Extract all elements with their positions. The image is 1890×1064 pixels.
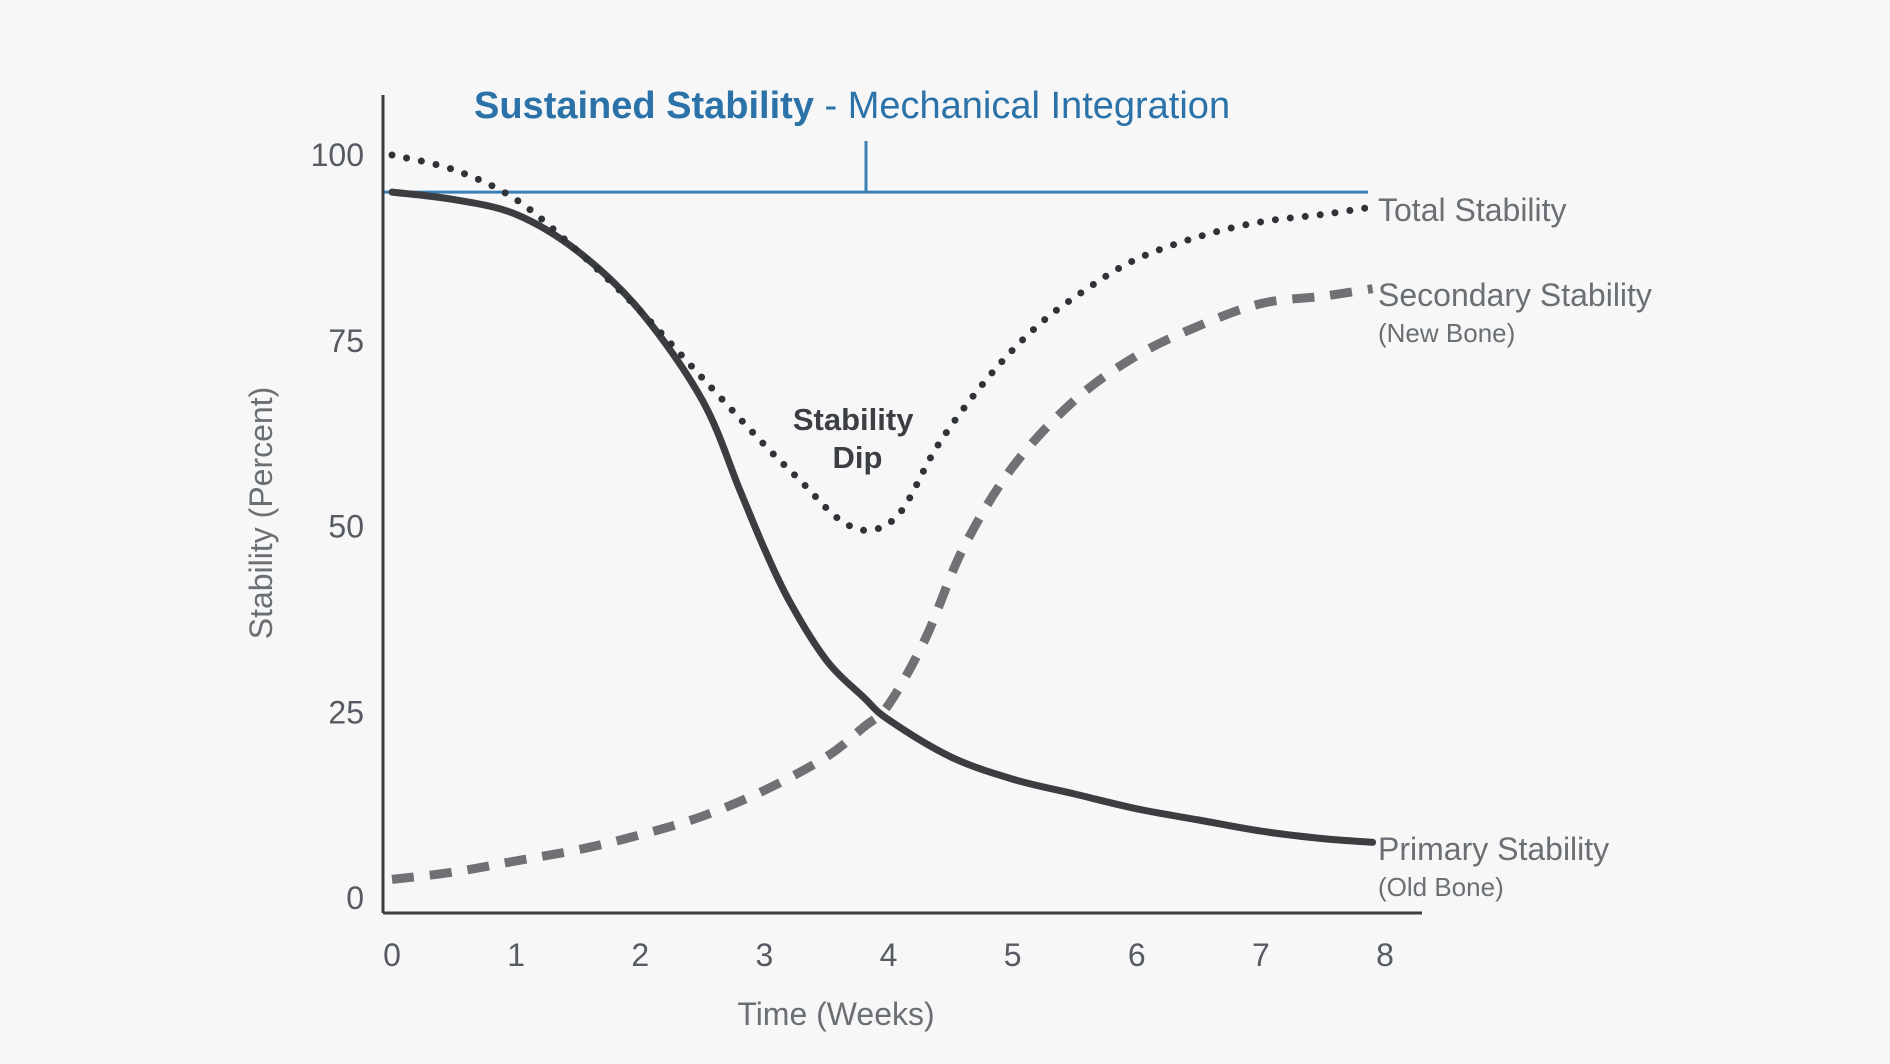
- annotation-line-1: Stability: [793, 402, 914, 437]
- annotation-stability-dip: Stability Dip: [793, 402, 922, 475]
- x-tick-label-0: 0: [383, 937, 401, 973]
- y-tick-labels: 0 25 50 75 100: [311, 137, 364, 916]
- y-tick-label-75: 75: [328, 323, 364, 359]
- series-label-primary-stability: Primary Stability: [1378, 831, 1609, 867]
- x-tick-label-5: 5: [1004, 937, 1022, 973]
- chart-title-rest: - Mechanical Integration: [814, 85, 1230, 127]
- series-sublabel-old-bone: (Old Bone): [1378, 872, 1504, 902]
- series-line-total-stability: [388, 151, 1377, 534]
- x-tick-label-7: 7: [1252, 937, 1270, 973]
- x-tick-label-8: 8: [1376, 937, 1394, 973]
- y-tick-label-50: 50: [328, 509, 364, 545]
- x-tick-label-2: 2: [631, 937, 649, 973]
- chart-title-bold: Sustained Stability: [474, 85, 814, 127]
- x-tick-label-6: 6: [1128, 937, 1146, 973]
- y-axis-title: Stability (Percent): [243, 387, 279, 640]
- x-tick-label-4: 4: [880, 937, 898, 973]
- x-tick-label-1: 1: [507, 937, 525, 973]
- series-sublabel-new-bone: (New Bone): [1378, 318, 1515, 348]
- series-label-secondary-stability: Secondary Stability: [1378, 277, 1652, 313]
- x-tick-labels: 0 1 2 3 4 5 6 7 8: [383, 937, 1394, 973]
- annotation-line-2: Dip: [833, 440, 883, 475]
- chart-title: Sustained Stability - Mechanical Integra…: [474, 85, 1230, 127]
- x-axis-title: Time (Weeks): [737, 996, 934, 1032]
- series-line-secondary-stability: [391, 284, 1374, 884]
- x-tick-label-3: 3: [755, 937, 773, 973]
- series-line-primary-stability: [388, 188, 1377, 846]
- y-tick-label-25: 25: [328, 694, 364, 730]
- y-tick-label-0: 0: [346, 880, 364, 916]
- series-label-total-stability: Total Stability: [1378, 192, 1567, 228]
- y-tick-label-100: 100: [311, 137, 364, 173]
